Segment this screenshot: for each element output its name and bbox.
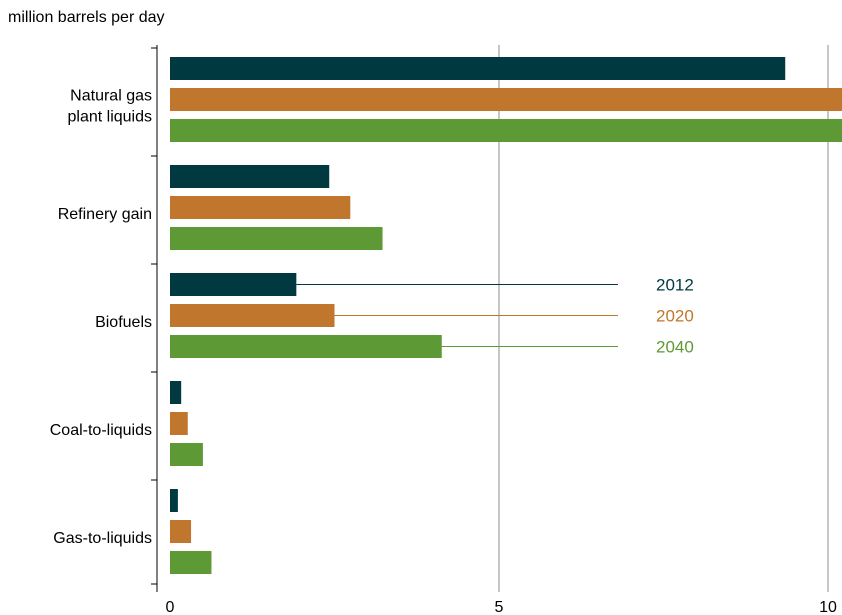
x-tick-label-0: 0 [166, 599, 175, 615]
bar-2012 [170, 57, 786, 80]
x-tick-label-5: 5 [495, 599, 504, 615]
category-label: plant liquids [68, 109, 153, 126]
bar-2020 [170, 412, 188, 435]
bar-2040 [170, 119, 842, 142]
bar-2040 [170, 227, 383, 250]
bar-2020 [170, 196, 351, 219]
bar-2012 [170, 489, 178, 512]
bar-2020 [170, 520, 192, 543]
bar-2020 [170, 304, 335, 327]
legend-label-2020: 2020 [656, 307, 694, 326]
category-label: Natural gas [70, 88, 152, 105]
bar-2020 [170, 88, 842, 111]
category-label: Refinery gain [58, 206, 152, 223]
bar-2012 [170, 273, 297, 296]
bar-2012 [170, 165, 330, 188]
bar-2040 [170, 443, 203, 466]
legend-label-2012: 2012 [656, 276, 694, 295]
category-label: Gas-to-liquids [53, 530, 152, 547]
category-label: Biofuels [95, 314, 152, 331]
y-axis-title: million barrels per day [8, 9, 165, 26]
category-label: Coal-to-liquids [50, 422, 152, 439]
legend-label-2040: 2040 [656, 338, 694, 357]
bar-2012 [170, 381, 182, 404]
bar-2040 [170, 551, 212, 574]
x-tick-label-10: 10 [819, 599, 837, 615]
bar-2040 [170, 335, 442, 358]
